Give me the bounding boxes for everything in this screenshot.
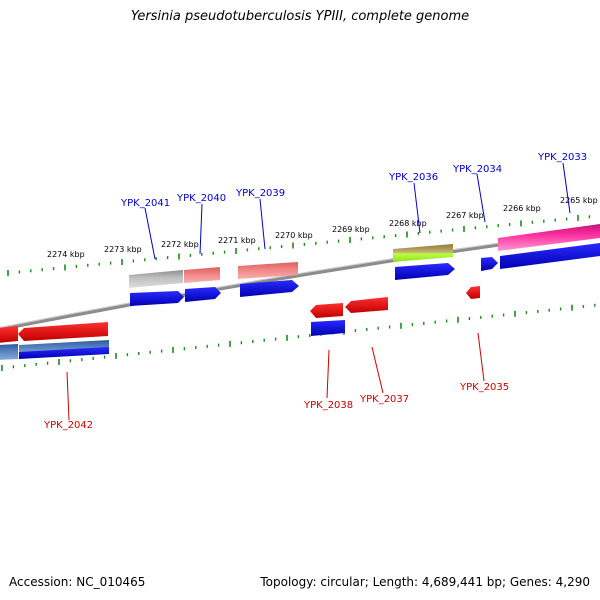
- topology-text: Topology: circular; Length: 4,689,441 bp…: [260, 575, 590, 589]
- map-title: Yersinia pseudotuberculosis YPIII, compl…: [130, 9, 470, 24]
- label-leaders: [66, 162, 571, 421]
- scale-label: 2274 kbp: [47, 250, 85, 259]
- gene-arrow-ypk-2036[interactable]: [395, 263, 455, 280]
- gene-label-ypk-2036[interactable]: YPK_2036: [388, 172, 438, 183]
- gene-feature-ypk-2039-outer[interactable]: [238, 262, 298, 279]
- accession-text: Accession: NC_010465: [9, 575, 146, 589]
- scale-label: 2272 kbp: [161, 240, 199, 249]
- gene-feature-ypk-2041-outer[interactable]: [129, 270, 183, 288]
- scale-ticks-top: [7, 214, 591, 276]
- gene-label-ypk-2037[interactable]: YPK_2037: [359, 394, 409, 405]
- gene-arrow-ypk-2037[interactable]: [345, 297, 388, 313]
- gene-label-ypk-2040[interactable]: YPK_2040: [176, 193, 226, 204]
- gene-label-ypk-2042[interactable]: YPK_2042: [43, 420, 93, 431]
- gene-label-ypk-2034[interactable]: YPK_2034: [452, 164, 502, 175]
- gene-arrow-ypk-2034[interactable]: [481, 257, 498, 271]
- gene-label-ypk-2033[interactable]: YPK_2033: [537, 152, 587, 163]
- scale-ticks-bottom: [1, 303, 596, 371]
- scale-label: 2270 kbp: [275, 231, 313, 240]
- scale-label: 2271 kbp: [218, 236, 256, 245]
- gene-feature-ypk-2036-outer[interactable]: [393, 244, 453, 262]
- gene-feature-ypk-2038-inner[interactable]: [311, 320, 345, 336]
- gene-feature-ypk-2042-band: [19, 347, 109, 359]
- scale-label: 2268 kbp: [389, 219, 427, 228]
- gene-label-ypk-2038[interactable]: YPK_2038: [303, 400, 353, 411]
- gene-arrow-ypk-2039[interactable]: [240, 280, 299, 297]
- scale-label: 2267 kbp: [446, 211, 484, 220]
- gene-arrow-ypk-2033[interactable]: [500, 243, 600, 269]
- gene-label-ypk-2039[interactable]: YPK_2039: [235, 188, 285, 199]
- gene-arrow-ypk-2042[interactable]: [0, 326, 18, 343]
- gene-label-ypk-2041[interactable]: YPK_2041: [120, 198, 170, 209]
- gene-arrow-ypk-2035[interactable]: [466, 286, 480, 299]
- gene-feature-ypk-2042-inner[interactable]: [0, 344, 18, 360]
- gene-label-ypk-2035[interactable]: YPK_2035: [459, 382, 509, 393]
- gene-arrow-ypk-2042[interactable]: [18, 322, 108, 341]
- scale-label: 2273 kbp: [104, 245, 142, 254]
- scale-label: 2265 kbp: [560, 196, 598, 205]
- gene-arrow-ypk-2038[interactable]: [310, 303, 343, 318]
- gene-feature-ypk-2033-outer[interactable]: [498, 224, 600, 251]
- gene-arrow-ypk-2041[interactable]: [130, 291, 184, 306]
- gene-arrow-ypk-2040[interactable]: [185, 287, 221, 302]
- scale-label: 2266 kbp: [503, 204, 541, 213]
- gene-feature-ypk-2040-outer[interactable]: [184, 267, 220, 283]
- scale-label: 2269 kbp: [332, 225, 370, 234]
